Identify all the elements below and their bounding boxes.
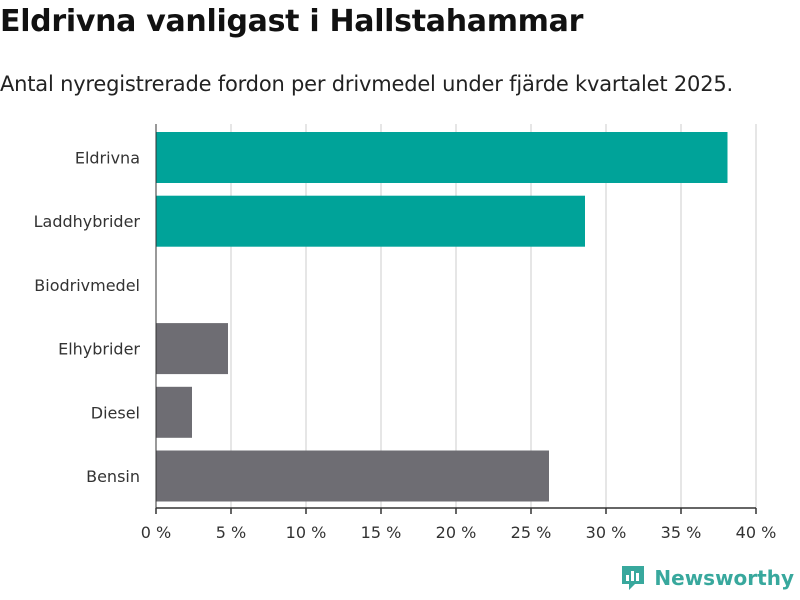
category-label: Elhybrider (58, 340, 140, 359)
bar-laddhybrider (156, 195, 585, 247)
x-tick-label: 25 % (511, 523, 552, 542)
bar-elhybrider (156, 323, 228, 375)
bar-eldrivna (156, 132, 728, 183)
x-tick-label: 20 % (436, 523, 477, 542)
x-tick-label: 35 % (661, 523, 702, 542)
x-tick-label: 0 % (141, 523, 171, 542)
x-tick-label: 15 % (361, 523, 402, 542)
x-tick-label: 10 % (286, 523, 327, 542)
grid-lines (230, 124, 757, 508)
brand-name: Newsworthy (654, 566, 794, 590)
x-tick-label: 40 % (736, 523, 777, 542)
bar-bensin (156, 450, 549, 502)
brand-logo: Newsworthy (620, 564, 794, 592)
newsworthy-logo-icon (622, 566, 645, 590)
category-label: Laddhybrider (34, 212, 141, 231)
category-label: Biodrivmedel (34, 276, 140, 295)
category-label: Bensin (86, 467, 140, 486)
x-tick-label: 30 % (586, 523, 627, 542)
category-label: Eldrivna (75, 149, 140, 168)
bar-diesel (156, 386, 192, 438)
category-label: Diesel (91, 403, 140, 422)
x-tick-label: 5 % (216, 523, 246, 542)
axes: Eldrivna Laddhybrider Biodrivmedel Elhybrid… (34, 124, 777, 542)
chart-subtitle: Antal nyregistrerade fordon per drivmede… (0, 72, 734, 96)
bars (156, 132, 728, 502)
chart-title: Eldrivna vanligast i Hallstahammar (0, 4, 584, 39)
